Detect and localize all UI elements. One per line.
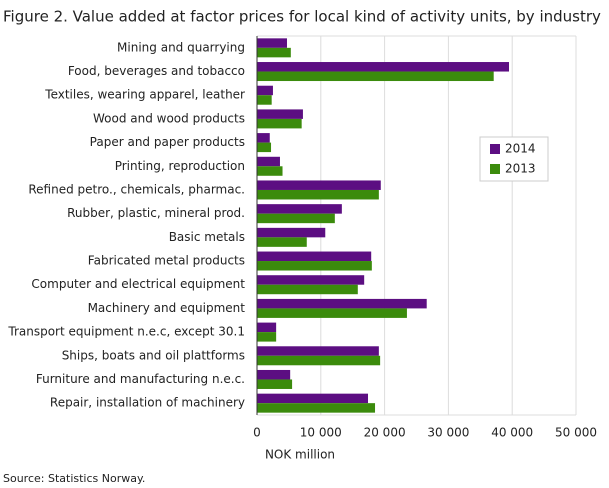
bar: [257, 284, 358, 295]
x-tick-label: 40 000: [491, 426, 533, 440]
y-tick-label: Wood and wood products: [93, 111, 245, 125]
bar: [257, 95, 272, 105]
x-tick-label: 0: [253, 426, 261, 440]
x-tick-label: 20 000: [364, 426, 406, 440]
y-tick-label: Basic metals: [169, 230, 245, 244]
bar: [257, 156, 280, 167]
bar: [257, 47, 291, 58]
bar: [257, 332, 277, 342]
bar: [257, 85, 273, 96]
bar: [257, 180, 381, 190]
bar: [257, 346, 379, 356]
y-tick-label: Ships, boats and oil plattforms: [62, 348, 245, 362]
legend-label: 2013: [505, 162, 536, 176]
bar: [257, 38, 287, 48]
bar: [257, 166, 283, 176]
bar: [257, 227, 326, 238]
y-tick-label: Refined petro., chemicals, pharmac.: [28, 182, 245, 196]
x-axis-label: NOK million: [265, 448, 335, 462]
bar: [257, 71, 494, 82]
y-tick-label: Paper and paper products: [90, 135, 245, 149]
bar: [257, 261, 372, 271]
bar: [257, 275, 365, 285]
y-tick-label: Rubber, plastic, mineral prod.: [67, 206, 245, 220]
bar: [257, 213, 335, 224]
bar: [257, 142, 272, 153]
y-tick-label: Fabricated metal products: [88, 254, 245, 268]
bar: [257, 62, 510, 72]
y-tick-label: Textiles, wearing apparel, leather: [44, 88, 245, 102]
y-tick-label: Mining and quarrying: [117, 40, 245, 54]
legend-swatch: [490, 144, 500, 154]
y-tick-label: Transport equipment n.e.c, except 30.1: [7, 325, 245, 339]
y-tick-label: Printing, reproduction: [115, 159, 245, 173]
x-tick-label: 30 000: [427, 426, 469, 440]
bar: [257, 379, 293, 389]
x-tick-label: 50 000: [555, 426, 597, 440]
bar: [257, 322, 277, 333]
legend-label: 2014: [505, 142, 536, 156]
y-tick-label: Computer and electrical equipment: [31, 277, 245, 291]
bar: [257, 251, 372, 262]
x-tick-label: 10 000: [300, 426, 342, 440]
bar: [257, 109, 303, 119]
bar: [257, 369, 291, 380]
y-tick-label: Machinery and equipment: [88, 301, 246, 315]
bar: [257, 204, 342, 214]
chart-title: Figure 2. Value added at factor prices f…: [3, 8, 601, 26]
bar: [257, 355, 381, 366]
bar: [257, 403, 376, 413]
bar: [257, 189, 379, 200]
source: Source: Statistics Norway.: [3, 472, 145, 485]
bar: [257, 237, 307, 247]
y-tick-label: Repair, installation of machinery: [50, 396, 245, 410]
y-tick-label: Furniture and manufacturing n.e.c.: [36, 372, 245, 386]
bar: [257, 298, 427, 309]
legend-swatch: [490, 164, 500, 174]
bar: [257, 308, 407, 318]
bar: [257, 118, 302, 129]
y-tick-label: Food, beverages and tobacco: [68, 64, 245, 78]
bar: [257, 393, 369, 404]
bar: [257, 133, 270, 143]
